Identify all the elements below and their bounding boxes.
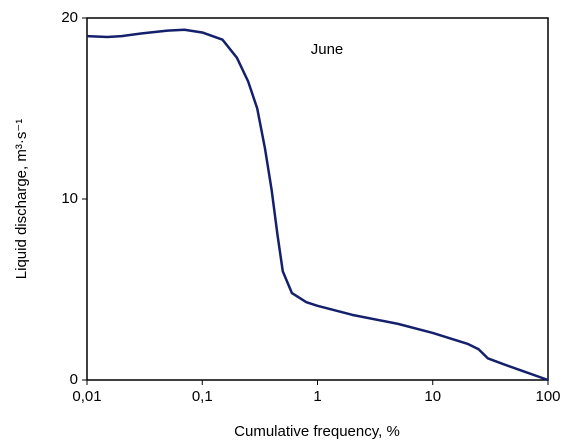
plot-frame xyxy=(86,17,549,381)
x-tick-label: 1 xyxy=(313,388,321,405)
y-axis-label: Liquid discharge, m³·s⁻¹ xyxy=(13,119,30,279)
annotation: June xyxy=(311,41,344,58)
x-axis-label: Cumulative frequency, % xyxy=(234,423,400,440)
y-tick-label: 0 xyxy=(70,371,78,388)
x-tick-label: 10 xyxy=(424,388,441,405)
x-tick-label: 0,01 xyxy=(72,388,101,405)
y-tick-label: 20 xyxy=(61,9,78,26)
data-line xyxy=(86,28,549,382)
y-tick-label: 10 xyxy=(61,190,78,207)
x-tick-label: 0,1 xyxy=(192,388,213,405)
x-tick-label: 100 xyxy=(535,388,560,405)
